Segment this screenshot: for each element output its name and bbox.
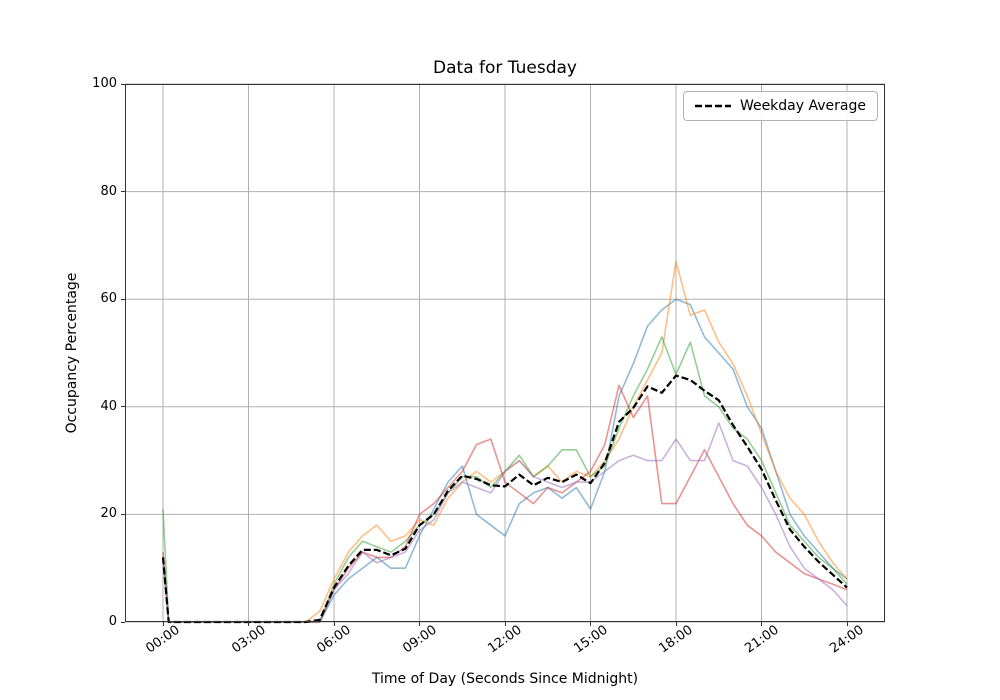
y-tick-label: 20 — [100, 506, 117, 522]
x-tick-mark — [846, 622, 848, 626]
x-tick-mark — [333, 622, 335, 626]
x-tick-mark — [761, 622, 762, 626]
y-tick-label: 60 — [100, 291, 117, 307]
x-tick-mark — [419, 622, 420, 626]
chart-title: Data for Tuesday — [433, 58, 577, 78]
legend: Weekday Average — [682, 91, 878, 121]
y-tick-label: 0 — [108, 614, 117, 629]
legend-label: Weekday Average — [739, 98, 866, 114]
x-tick-mark — [590, 622, 591, 626]
y-tick-mark — [121, 191, 125, 193]
y-tick-mark — [121, 406, 125, 408]
x-tick-mark — [162, 622, 164, 626]
y-tick-label: 80 — [100, 183, 117, 199]
y-tick-mark — [121, 83, 125, 85]
y-tick-mark — [121, 513, 125, 515]
x-tick-mark — [675, 622, 677, 626]
x-tick-mark — [248, 622, 249, 626]
y-tick-label: 100 — [92, 76, 117, 91]
legend-dashed-line-swatch — [694, 104, 731, 108]
axes-frame — [125, 84, 885, 622]
y-tick-mark — [121, 298, 125, 300]
x-axis-label: Time of Day (Seconds Since Midnight) — [371, 671, 639, 687]
plot-area: Weekday Average — [125, 83, 885, 624]
y-tick-label: 40 — [100, 398, 117, 414]
x-tick-mark — [504, 622, 506, 626]
y-tick-mark — [121, 621, 125, 623]
plot-canvas — [125, 83, 885, 624]
